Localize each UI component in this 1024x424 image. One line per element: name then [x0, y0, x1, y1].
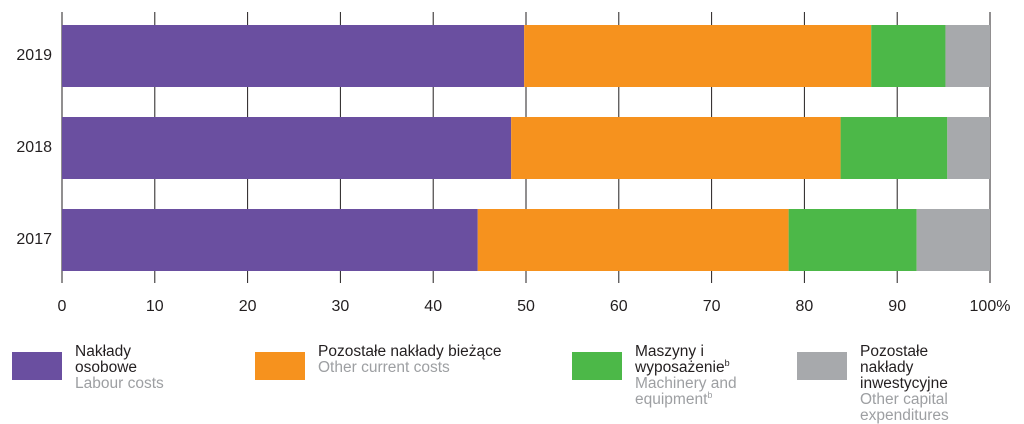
legend-name-en: Labour costs	[75, 376, 192, 392]
legend-text: Pozostałe nakłady inwestycyjne Other capi…	[860, 344, 977, 424]
legend-name-en: Machinery and equipmentb	[635, 376, 742, 408]
page: 0 10 20 30 40 50 60 70 80 90 100% 2019 2018 2017 Nakł…	[12, 12, 1011, 424]
legend-item: Pozostałe nakłady bieżące Other current c…	[255, 344, 515, 380]
x-tick-label: 40	[424, 298, 442, 315]
x-tick-label: 60	[610, 298, 628, 315]
legend-label-en: Other capital expenditures	[860, 391, 949, 424]
legend-label: Pozostałe nakłady inwestycyjne	[860, 343, 948, 392]
x-tick-label: 30	[332, 298, 350, 315]
legend-item: Pozostałe nakłady inwestycyjne Other capi…	[797, 344, 977, 424]
legend-swatch	[255, 352, 305, 380]
legend-swatch	[12, 352, 62, 380]
legend-item: Nakłady osobowe Labour costs	[12, 344, 192, 392]
chart: 0 10 20 30 40 50 60 70 80 90 100% 2019 2018 2017	[16, 12, 1011, 315]
legend-note: b	[707, 389, 713, 400]
bar-segment	[840, 117, 948, 179]
legend-note: b	[724, 357, 730, 368]
legend-name-en: Other current costs	[318, 360, 515, 376]
legend-name-pl: Pozostałe nakłady inwestycyjne	[860, 344, 977, 392]
x-tick-label: 100%	[970, 298, 1011, 315]
legend-text: Pozostałe nakłady bieżące Other current c…	[318, 344, 515, 380]
bar-segment	[62, 117, 512, 179]
x-tick-label: 80	[796, 298, 814, 315]
legend-label-en: Labour costs	[75, 375, 164, 392]
legend-label-en: Machinery and equipment	[635, 375, 737, 408]
legend-swatch	[797, 352, 847, 380]
x-tick-label: 70	[703, 298, 721, 315]
y-tick-label: 2019	[16, 47, 52, 64]
y-tick-label: 2018	[16, 139, 52, 156]
x-tick-label: 90	[888, 298, 906, 315]
x-tick-label: 10	[146, 298, 164, 315]
bar-segment	[871, 25, 946, 87]
bar-segment	[62, 209, 478, 271]
legend-name-pl: Maszyny i wyposażenieb	[635, 344, 742, 376]
legend-swatch	[572, 352, 622, 380]
legend-item: Maszyny i wyposażenieb Machinery and equi…	[572, 344, 742, 408]
bar-segment	[945, 25, 990, 87]
legend-name-en: Other capital expenditures	[860, 392, 977, 424]
legend-text: Maszyny i wyposażenieb Machinery and equi…	[635, 344, 742, 408]
x-tick-label: 0	[58, 298, 67, 315]
legend-label: Pozostałe nakłady bieżące	[318, 343, 502, 360]
legend-name-pl: Pozostałe nakłady bieżące	[318, 344, 515, 360]
x-tick-label: 50	[517, 298, 535, 315]
bar-segment	[788, 209, 917, 271]
legend-label: Nakłady osobowe	[75, 343, 138, 376]
x-tick-label: 20	[239, 298, 257, 315]
bar-segment	[916, 209, 990, 271]
bar-segment	[511, 117, 841, 179]
legend-text: Nakłady osobowe Labour costs	[75, 344, 192, 392]
bar-segment	[477, 209, 789, 271]
bar-segment	[524, 25, 872, 87]
legend-name-pl: Nakłady osobowe	[75, 344, 192, 376]
y-tick-label: 2017	[16, 231, 52, 248]
legend-label-en: Other current costs	[318, 359, 450, 376]
bar-segment	[947, 117, 990, 179]
legend-label: Maszyny i wyposażenie	[635, 343, 725, 376]
bar-segment	[62, 25, 525, 87]
